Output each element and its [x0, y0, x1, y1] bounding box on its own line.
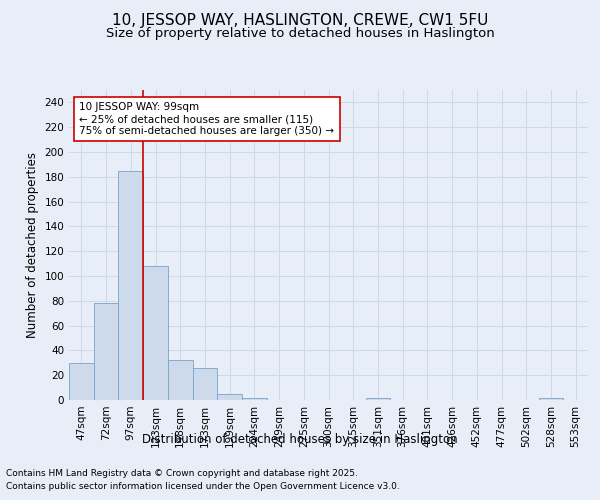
Bar	[539, 398, 563, 400]
Bar	[118, 170, 143, 400]
Text: Contains public sector information licensed under the Open Government Licence v3: Contains public sector information licen…	[6, 482, 400, 491]
Bar	[217, 394, 242, 400]
Bar	[143, 266, 168, 400]
Text: 10 JESSOP WAY: 99sqm
← 25% of detached houses are smaller (115)
75% of semi-deta: 10 JESSOP WAY: 99sqm ← 25% of detached h…	[79, 102, 334, 136]
Bar	[168, 360, 193, 400]
Bar	[69, 363, 94, 400]
Text: 10, JESSOP WAY, HASLINGTON, CREWE, CW1 5FU: 10, JESSOP WAY, HASLINGTON, CREWE, CW1 5…	[112, 12, 488, 28]
Text: Size of property relative to detached houses in Haslington: Size of property relative to detached ho…	[106, 28, 494, 40]
Text: Distribution of detached houses by size in Haslington: Distribution of detached houses by size …	[142, 432, 458, 446]
Bar	[365, 398, 390, 400]
Y-axis label: Number of detached properties: Number of detached properties	[26, 152, 39, 338]
Text: Contains HM Land Registry data © Crown copyright and database right 2025.: Contains HM Land Registry data © Crown c…	[6, 468, 358, 477]
Bar	[94, 304, 118, 400]
Bar	[193, 368, 217, 400]
Bar	[242, 398, 267, 400]
